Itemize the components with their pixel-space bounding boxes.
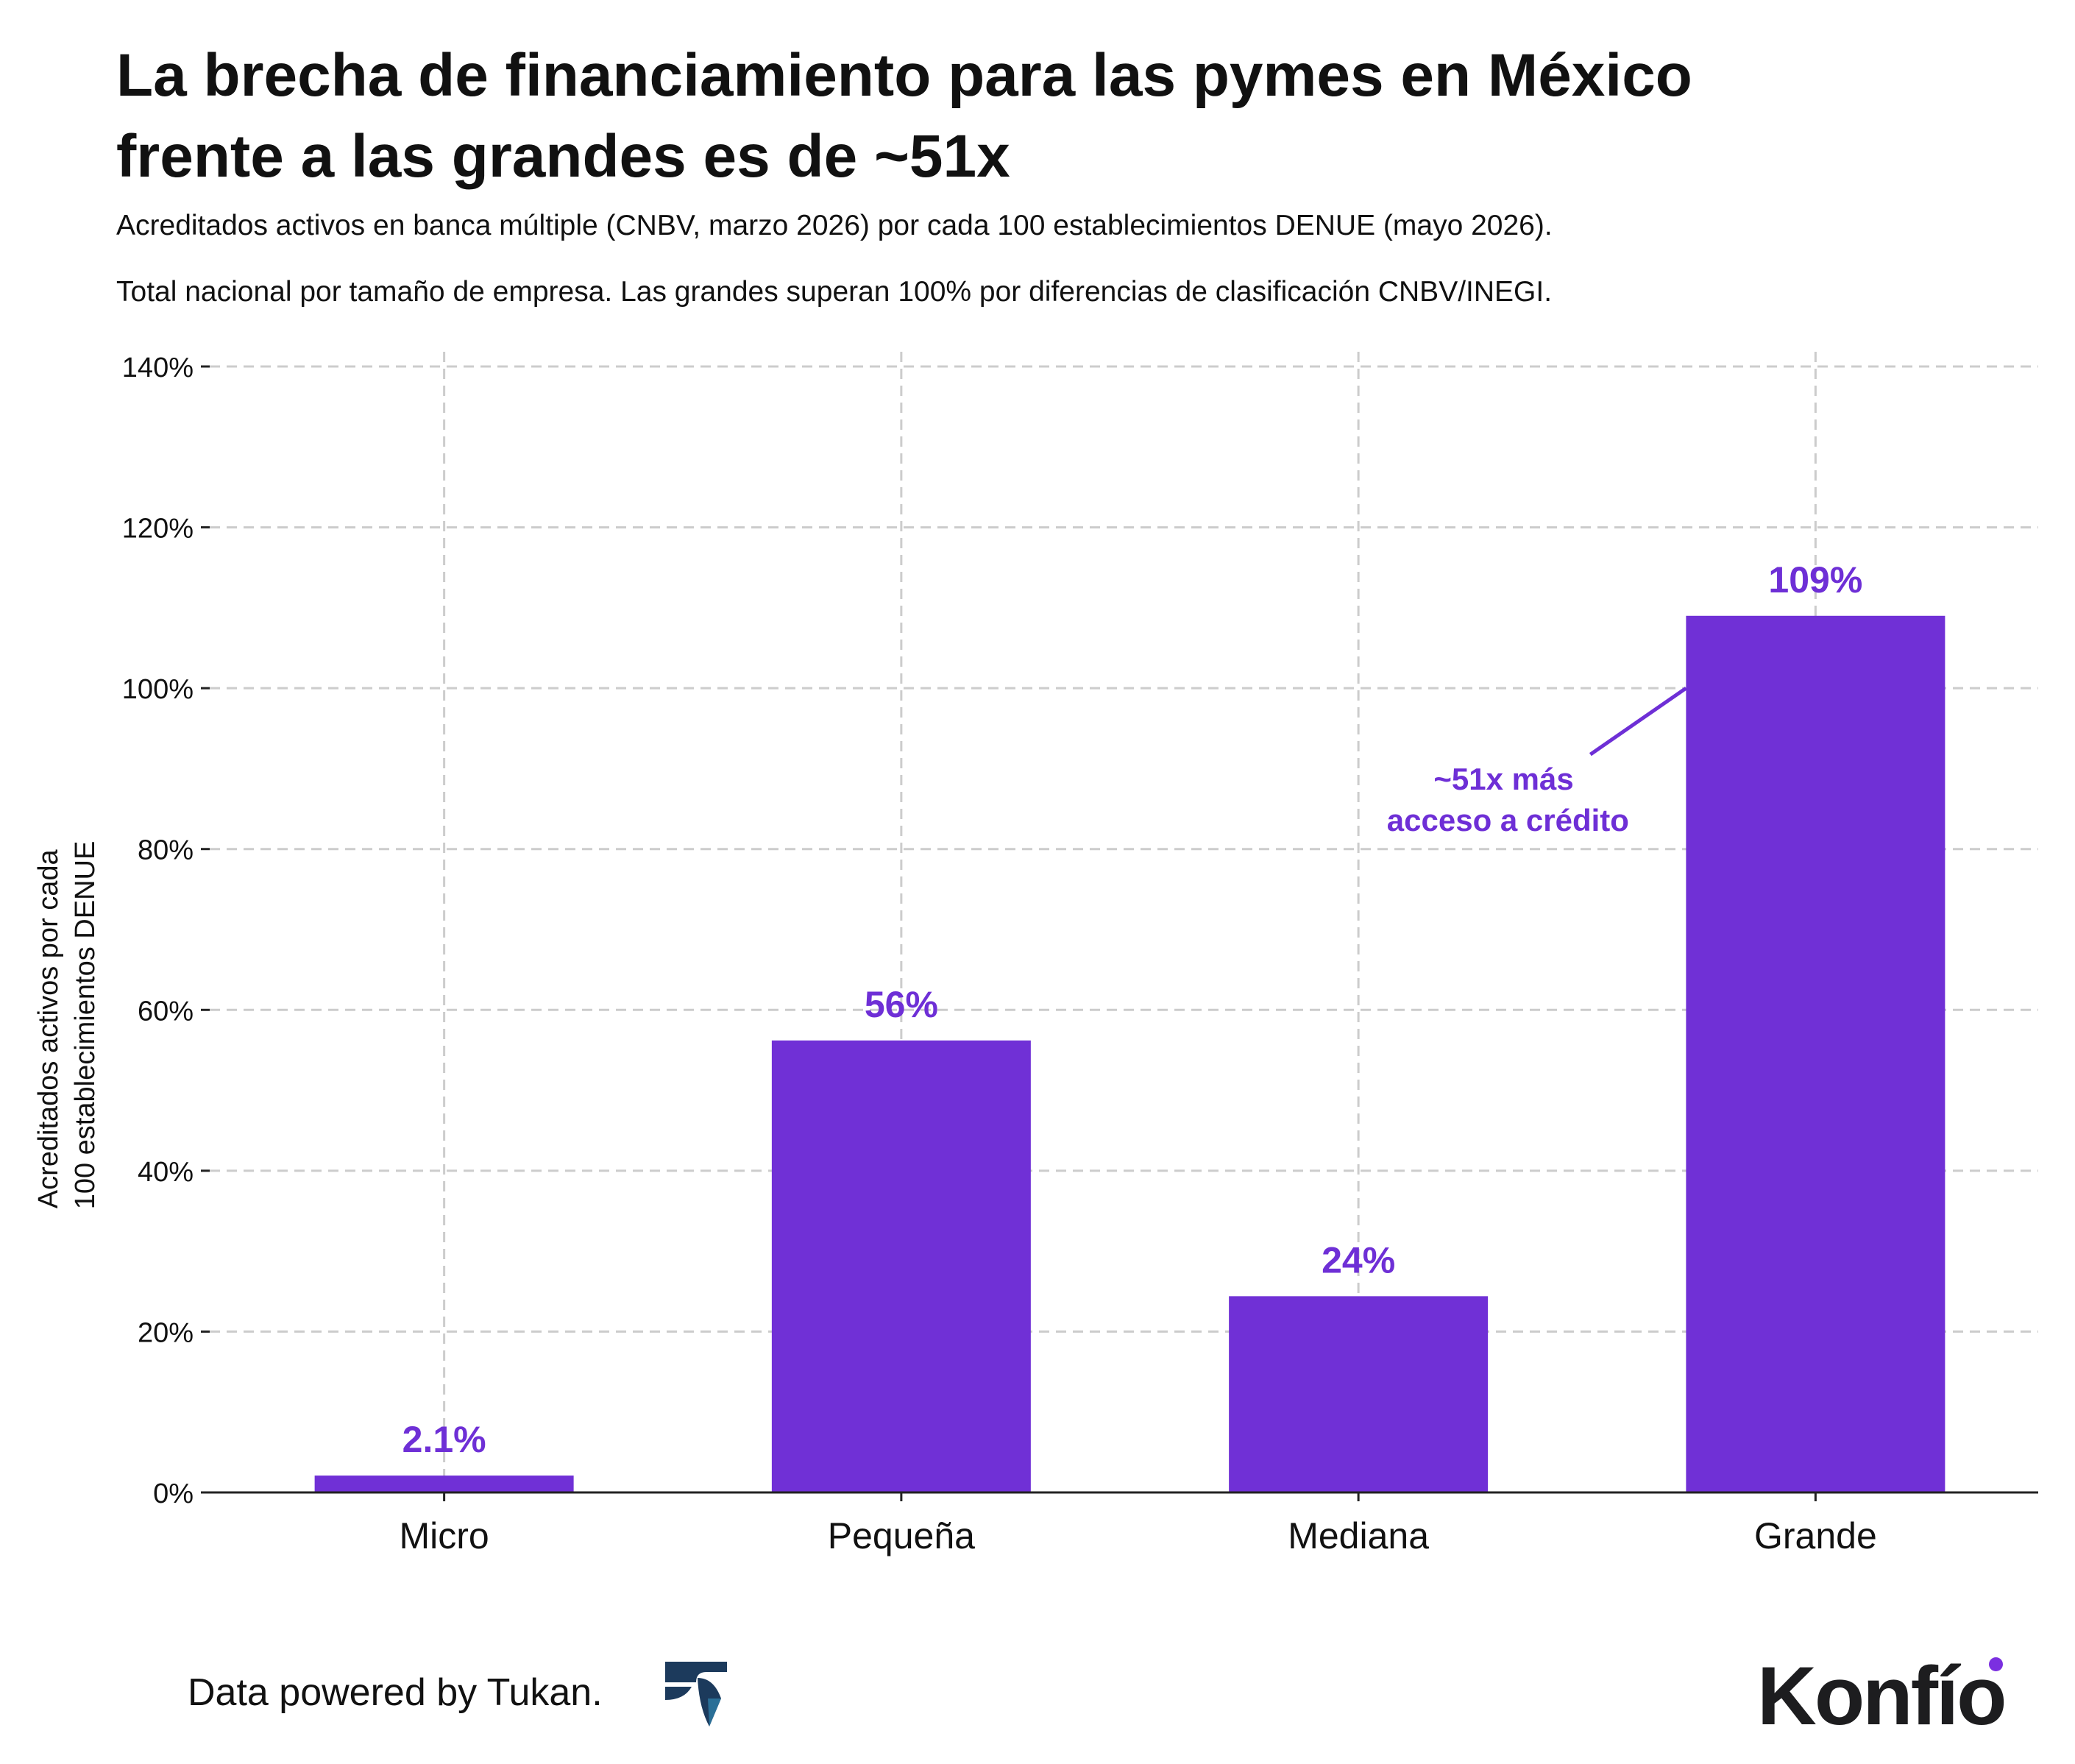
title-line-2: frente a las grandes es de ~51x [116, 123, 1010, 190]
y-tick-label: 120% [122, 514, 194, 545]
y-tick-label: 60% [138, 996, 194, 1027]
chart-subtitle: Acreditados activos en banca múltiple (C… [116, 193, 2029, 325]
bar-micro [314, 1476, 574, 1492]
data-label: 56% [865, 984, 938, 1025]
y-tick-label: 100% [122, 674, 194, 705]
x-tick-label: Micro [400, 1515, 489, 1556]
y-tick-label: 140% [122, 353, 194, 383]
data-label: 109% [1768, 559, 1862, 601]
annotation-line-2: acceso a crédito [1387, 803, 1629, 837]
tukan-bird-icon [665, 1662, 727, 1726]
x-tick-label: Mediana [1288, 1515, 1429, 1556]
y-axis-label: Acreditados activos por cada 100 estable… [33, 841, 101, 1210]
y-axis-label-line-1: Acreditados activos por cada [33, 849, 64, 1208]
data-label: 2.1% [402, 1419, 486, 1460]
y-tick-label: 0% [153, 1478, 194, 1509]
konfio-logo-dot [1989, 1657, 2003, 1671]
annotation: ~51x más acceso a crédito [1387, 762, 1629, 837]
y-tick-label: 20% [138, 1317, 194, 1348]
x-tick-label: Pequeña [828, 1515, 975, 1556]
bar-chart: 0%20%40%60%80%100%120%140% Micro Pequeña M… [33, 352, 2038, 1556]
y-axis-label-line-2: 100 establecimientos DENUE [70, 841, 101, 1210]
bars [314, 615, 1945, 1493]
bar-grande [1686, 615, 1945, 1493]
x-axis-ticks: Micro Pequeña Mediana Grande [400, 1492, 1877, 1556]
bar-mediana [1229, 1296, 1489, 1492]
data-label: 24% [1322, 1239, 1395, 1281]
subtitle-line-1: Acreditados activos en banca múltiple (C… [116, 210, 1553, 241]
y-axis-ticks: 0% 20% 40% 60% 80% 100% 120% 140% [122, 353, 210, 1509]
subtitle-line-2: Total nacional por tamaño de empresa. La… [116, 276, 1553, 308]
annotation-pointer-line [1589, 687, 1687, 757]
konfio-logo: Konfío [1757, 1650, 2007, 1742]
title-line-1: La brecha de financiamiento para las pym… [116, 42, 1692, 109]
annotation-line-1: ~51x más [1433, 762, 1573, 796]
data-labels: 2.1% 56% 24% 109% [402, 559, 1863, 1460]
x-tick-label: Grande [1754, 1515, 1877, 1556]
y-tick-label: 40% [138, 1157, 194, 1188]
data-credit: Data powered by Tukan. [188, 1671, 603, 1714]
y-tick-label: 80% [138, 835, 194, 866]
bar-pequeña [771, 1040, 1031, 1492]
chart-title: La brecha de financiamiento para las pym… [116, 35, 2000, 197]
